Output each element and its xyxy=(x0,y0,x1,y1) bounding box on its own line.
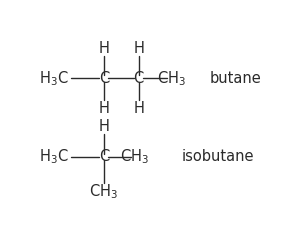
Text: CH$_3$: CH$_3$ xyxy=(120,147,149,166)
Text: H$_3$C: H$_3$C xyxy=(39,69,69,88)
Text: butane: butane xyxy=(210,71,261,86)
Text: isobutane: isobutane xyxy=(182,149,254,164)
Text: C: C xyxy=(99,149,109,164)
Text: H$_3$C: H$_3$C xyxy=(39,147,69,166)
Text: H: H xyxy=(133,101,144,116)
Text: H: H xyxy=(98,119,109,134)
Text: CH$_3$: CH$_3$ xyxy=(89,183,118,201)
Text: H: H xyxy=(133,41,144,56)
Text: H: H xyxy=(98,101,109,116)
Text: C: C xyxy=(134,71,144,86)
Text: H: H xyxy=(98,41,109,56)
Text: C: C xyxy=(99,71,109,86)
Text: CH$_3$: CH$_3$ xyxy=(157,69,186,88)
